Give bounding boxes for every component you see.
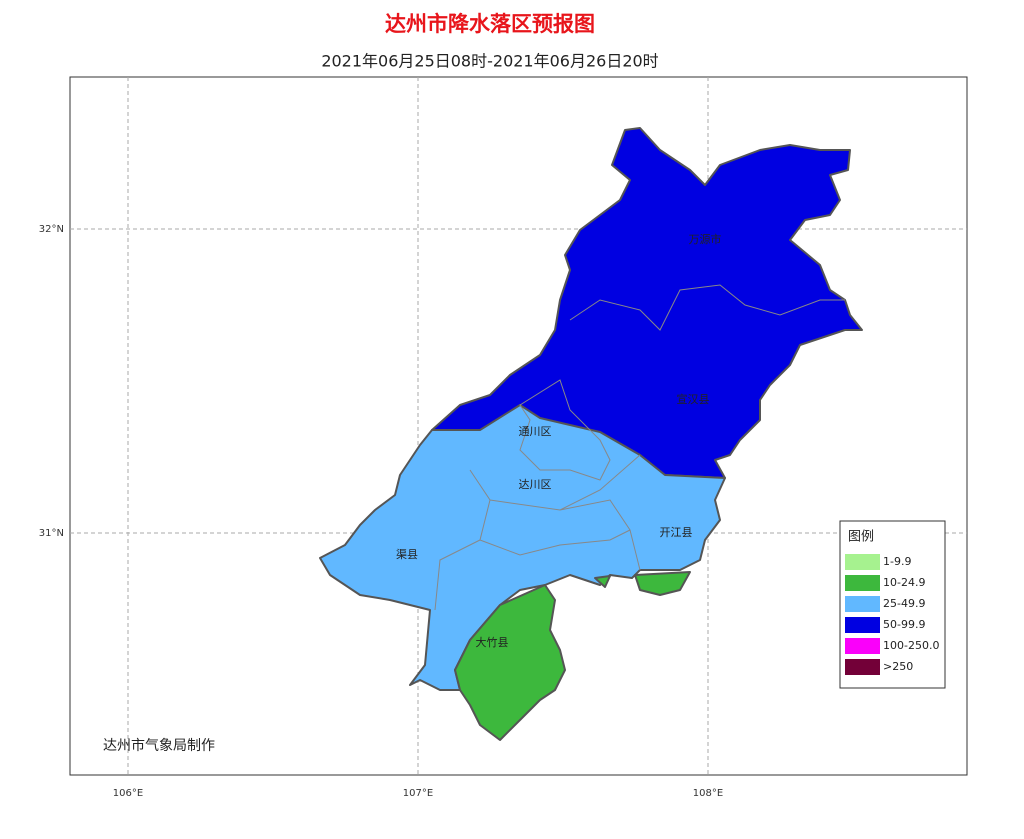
- legend-label: 50-99.9: [883, 618, 925, 631]
- regions: [319, 127, 863, 741]
- legend-label: 10-24.9: [883, 576, 925, 589]
- district-boundary: [519, 379, 611, 481]
- subtitle: 2021年06月25日08时-2021年06月26日20时: [321, 52, 658, 71]
- lon-tick-label: 107°E: [403, 788, 433, 799]
- legend: 图例 1-9.9 10-24.9 25-49.9 50-99.9 100-250.0 >2…: [839, 520, 946, 689]
- legend-swatch: [845, 554, 880, 570]
- credit: 达州市气象局制作: [103, 737, 215, 754]
- legend-swatch: [845, 575, 880, 591]
- district-boundary: [569, 284, 845, 331]
- legend-label: 25-49.9: [883, 597, 925, 610]
- lat-tick-label: 32°N: [39, 224, 64, 235]
- legend-swatch: [845, 638, 880, 654]
- legend-title: 图例: [848, 530, 874, 545]
- district-boundary: [434, 454, 641, 611]
- legend-label: 100-250.0: [883, 639, 939, 652]
- lon-tick-label: 106°E: [113, 788, 143, 799]
- place-label: 达川区: [519, 478, 552, 491]
- legend-label: 1-9.9: [883, 555, 911, 568]
- region-10-24: [594, 575, 611, 588]
- place-label: 宣汉县: [677, 392, 710, 406]
- place-label: 通川区: [519, 425, 552, 438]
- region-10-24: [454, 584, 566, 741]
- place-label: 万源市: [689, 232, 722, 246]
- region-10-24: [634, 571, 691, 596]
- legend-swatch: [845, 659, 880, 675]
- place-labels: 万源市 宣汉县 通川区 达川区 开江县 渠县 大竹县: [396, 232, 722, 649]
- region-50-99: [431, 127, 863, 479]
- lat-tick-label: 31°N: [39, 528, 64, 539]
- legend-label: >250: [883, 660, 913, 673]
- place-label: 渠县: [396, 548, 418, 561]
- legend-swatch: [845, 617, 880, 633]
- lon-tick-label: 108°E: [693, 788, 723, 799]
- legend-swatch: [845, 596, 880, 612]
- title: 达州市降水落区预报图: [385, 12, 595, 36]
- place-label: 开江县: [660, 526, 693, 539]
- place-label: 大竹县: [476, 635, 509, 649]
